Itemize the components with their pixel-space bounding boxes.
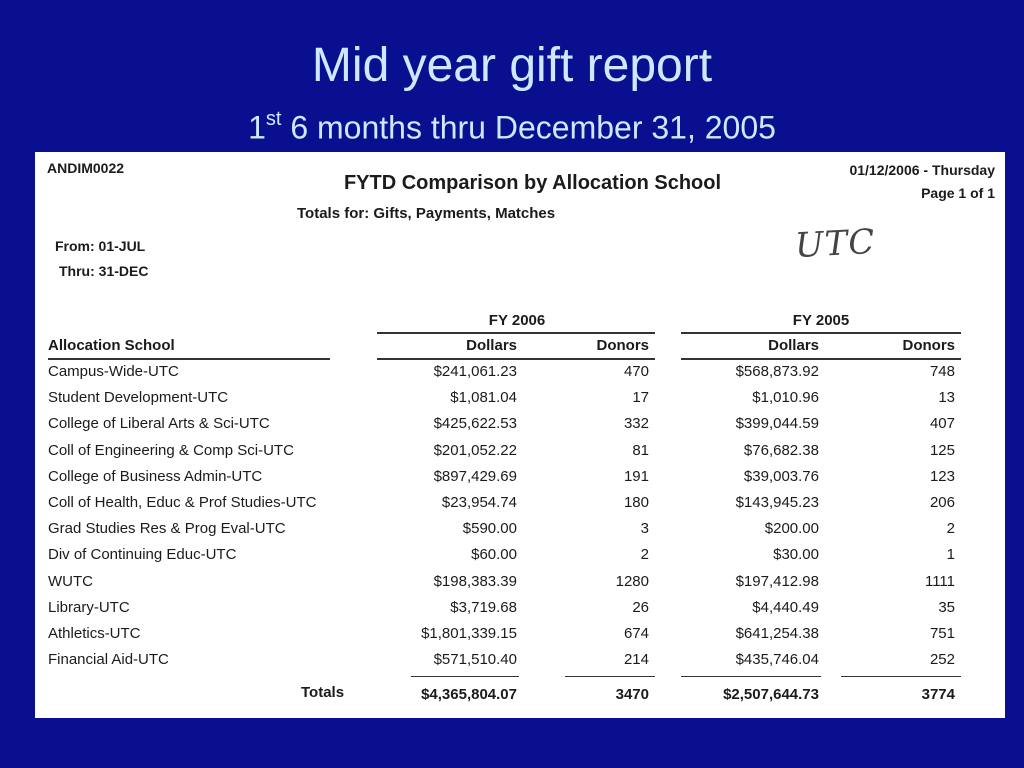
dollars-2006-cell: $1,801,339.15 <box>421 625 517 642</box>
donors-2005-cell: 1111 <box>924 572 955 590</box>
school-cell: WUTC <box>48 572 93 590</box>
group-header-fy2006: FY 2006 <box>488 312 546 329</box>
dollars-2005-cell: $1,010.96 <box>752 389 819 407</box>
dollars-2006-cell: $23,954.74 <box>441 494 517 511</box>
totals-label: Totals <box>301 684 345 701</box>
totals-rule-4 <box>841 676 961 677</box>
group-rule-fy2005 <box>681 332 961 334</box>
donors-2005-cell: 407 <box>929 415 955 433</box>
dollars-2005-cell: $399,044.59 <box>735 415 819 433</box>
donors-2005-cell: 123 <box>929 467 955 485</box>
dollars-2006-cell: $198,383.39 <box>433 572 517 590</box>
school-cell: Campus-Wide-UTC <box>48 363 179 380</box>
donors-2005-cell: 2 <box>946 520 955 538</box>
dollars-2006-cell: $571,510.40 <box>433 651 517 669</box>
school-cell: Coll of Engineering & Comp Sci-UTC <box>48 441 294 459</box>
school-cell: Div of Continuing Educ-UTC <box>48 546 237 564</box>
dollars-2006-cell: $241,061.23 <box>433 363 517 380</box>
school-cell: Athletics-UTC <box>48 625 141 642</box>
donors-2005-cell: 748 <box>929 363 955 380</box>
group-rule-fy2006 <box>377 332 655 334</box>
dollars-2006-cell: $60.00 <box>471 546 517 564</box>
col-header-donors-2005: Donors <box>902 337 956 354</box>
subtitle-number: 1 <box>248 109 266 146</box>
donors-2006-cell: 332 <box>623 415 649 433</box>
donors-2005-cell: 125 <box>929 441 955 459</box>
date-from: From: 01-JUL <box>55 238 146 254</box>
school-cell: Financial Aid-UTC <box>48 651 169 669</box>
school-cell: College of Business Admin-UTC <box>48 467 263 485</box>
dollars-2005-cell: $200.00 <box>764 520 819 538</box>
dollars-2006-cell: $201,052.22 <box>433 441 517 459</box>
dollars-2006-cell: $897,429.69 <box>433 467 517 485</box>
dollars-2006-cell: $3,719.68 <box>450 598 517 616</box>
dollars-2005-cell: $76,682.38 <box>743 441 819 459</box>
group-header-fy2005: FY 2005 <box>792 312 850 329</box>
donors-2005-cell: 252 <box>929 651 955 669</box>
report-id: ANDIM0022 <box>47 160 125 176</box>
donors-2005-cell: 751 <box>929 625 955 642</box>
col-header-school: Allocation School <box>48 337 175 354</box>
dollars-2005-cell: $197,412.98 <box>735 572 819 590</box>
col-header-dollars-2006: Dollars <box>466 337 517 354</box>
donors-2006-cell: 26 <box>632 598 649 616</box>
slide-title: Mid year gift report <box>311 39 713 92</box>
report-scan: ANDIM0022 FYTD Comparison by Allocation … <box>35 152 1005 718</box>
donors-2006-cell: 2 <box>640 546 649 564</box>
donors-2006-cell: 180 <box>623 494 649 511</box>
col-header-donors-2006: Donors <box>596 337 650 354</box>
dollars-2005-cell: $4,440.49 <box>752 598 819 616</box>
handwritten-note: UTC <box>794 221 877 267</box>
donors-2005-cell: 35 <box>938 598 955 616</box>
col-header-dollars-2005: Dollars <box>768 337 819 354</box>
report-totals-for: Totals for: Gifts, Payments, Matches <box>297 205 556 222</box>
school-cell: Coll of Health, Educ & Prof Studies-UTC <box>48 494 317 511</box>
report-title: FYTD Comparison by Allocation School <box>343 172 722 194</box>
dollars-2005-cell: $641,254.38 <box>735 625 819 642</box>
totals-rule-1 <box>411 676 519 677</box>
dollars-2006-cell: $1,081.04 <box>450 389 517 407</box>
donors-2006-cell: 17 <box>632 389 649 407</box>
dollars-2005-cell: $435,746.04 <box>735 651 819 669</box>
dollars-2005-cell: $568,873.92 <box>735 363 819 380</box>
header-rule-school <box>48 358 330 360</box>
donors-2006-cell: 3 <box>640 520 649 538</box>
report-date: 01/12/2006 - Thursday <box>849 162 995 178</box>
donors-2006-cell: 191 <box>623 467 649 485</box>
subtitle-superscript: st <box>265 108 282 130</box>
report-page: Page 1 of 1 <box>921 185 995 201</box>
totals-donors-2005: 3774 <box>921 686 955 703</box>
header-rule-fy2006 <box>377 358 655 360</box>
dollars-2005-cell: $143,945.23 <box>735 494 819 511</box>
donors-2005-cell: 206 <box>929 494 955 511</box>
totals-dollars-2005: $2,507,644.73 <box>723 686 819 703</box>
dollars-2006-cell: $590.00 <box>462 520 517 538</box>
donors-2006-cell: 214 <box>623 651 649 669</box>
school-cell: Library-UTC <box>48 598 130 616</box>
dollars-2005-cell: $39,003.76 <box>743 467 819 485</box>
donors-2006-cell: 1280 <box>615 572 649 590</box>
donors-2006-cell: 470 <box>623 363 649 380</box>
subtitle-text: 6 months thru December 31, 2005 <box>281 109 776 146</box>
totals-donors-2006: 3470 <box>615 686 649 703</box>
slide-subtitle: 1st 6 months thru December 31, 2005 <box>0 108 1024 146</box>
totals-rule-3 <box>681 676 821 677</box>
donors-2006-cell: 674 <box>623 625 649 642</box>
school-cell: College of Liberal Arts & Sci-UTC <box>48 415 270 433</box>
school-cell: Student Development-UTC <box>48 389 229 407</box>
donors-2005-cell: 13 <box>938 389 955 407</box>
totals-rule-2 <box>565 676 655 677</box>
totals-dollars-2006: $4,365,804.07 <box>421 686 517 703</box>
donors-2005-cell: 1 <box>946 546 955 564</box>
date-thru: Thru: 31-DEC <box>59 263 149 279</box>
header-rule-fy2005 <box>681 358 961 360</box>
dollars-2006-cell: $425,622.53 <box>433 415 517 433</box>
dollars-2005-cell: $30.00 <box>773 546 819 564</box>
school-cell: Grad Studies Res & Prog Eval-UTC <box>48 520 286 538</box>
donors-2006-cell: 81 <box>632 441 649 459</box>
